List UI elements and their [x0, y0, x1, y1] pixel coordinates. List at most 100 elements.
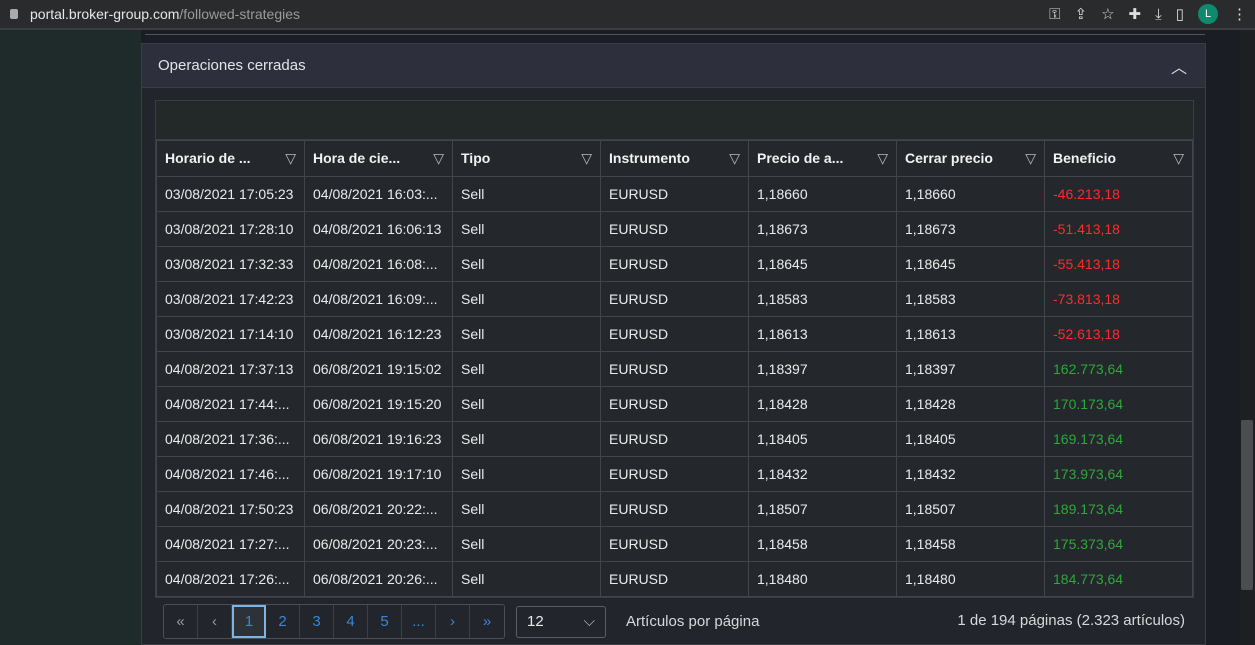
table-cell: EURUSD	[600, 246, 749, 282]
table-cell: 06/08/2021 19:15:20	[304, 386, 453, 422]
table-cell: EURUSD	[600, 561, 749, 597]
table-row[interactable]: 04/08/2021 17:46:... 06/08/2021 19:17:10 S…	[156, 456, 1193, 492]
table-cell: 03/08/2021 17:14:10	[156, 316, 305, 352]
url-text[interactable]: portal.broker-group.com/followed-strateg…	[30, 6, 301, 22]
address-bar[interactable]: portal.broker-group.com/followed-strateg…	[0, 0, 1255, 30]
table-cell: 04/08/2021 16:03:...	[304, 176, 453, 212]
filter-icon[interactable]: ▽	[581, 150, 592, 166]
table-cell: 1,18673	[748, 211, 897, 247]
avatar[interactable]: L	[1198, 4, 1218, 24]
table-cell: 1,18480	[896, 561, 1045, 597]
table-cell: Sell	[452, 526, 601, 562]
next-page-button[interactable]: ›	[436, 605, 470, 638]
table-cell: -52.613,18	[1044, 316, 1193, 352]
table-cell: 189.173,64	[1044, 491, 1193, 527]
extensions-icon[interactable]: ✚	[1128, 6, 1142, 23]
table-cell: Sell	[452, 281, 601, 317]
page-size-label: Artículos por página	[626, 613, 760, 630]
filter-icon[interactable]: ▽	[1173, 150, 1184, 166]
column-header-label: Horario de ...	[165, 150, 251, 166]
table-row[interactable]: 04/08/2021 17:26:... 06/08/2021 20:26:...…	[156, 561, 1193, 597]
table-cell: 1,18428	[748, 386, 897, 422]
table-cell: 1,18645	[896, 246, 1045, 282]
filter-icon[interactable]: ▽	[877, 150, 888, 166]
table-cell: Sell	[452, 316, 601, 352]
first-page-button[interactable]: «	[164, 605, 198, 638]
menu-icon[interactable]: ⋮	[1232, 6, 1247, 23]
page-size-select[interactable]: 12 ⌵	[516, 605, 606, 638]
column-header-label: Beneficio	[1053, 150, 1117, 166]
table-row[interactable]: 03/08/2021 17:32:33 04/08/2021 16:08:... S…	[156, 246, 1193, 282]
panel-header[interactable]: Operaciones cerradas ︿	[142, 44, 1205, 88]
chevron-up-icon[interactable]: ︿	[1170, 59, 1187, 77]
table-cell: 04/08/2021 17:50:23	[156, 491, 305, 527]
column-header[interactable]: ▽ Instrumento	[600, 140, 749, 177]
lock-icon[interactable]	[10, 9, 18, 19]
table-cell: 03/08/2021 17:28:10	[156, 211, 305, 247]
column-header[interactable]: ▽ Precio de a...	[748, 140, 897, 177]
table-cell: 175.373,64	[1044, 526, 1193, 562]
table-cell: 173.973,64	[1044, 456, 1193, 492]
table-cell: 06/08/2021 19:17:10	[304, 456, 453, 492]
table-cell: Sell	[452, 491, 601, 527]
table-cell: 04/08/2021 17:36:...	[156, 421, 305, 457]
sidepanel-icon[interactable]: ▯	[1175, 6, 1184, 23]
table-row[interactable]: 03/08/2021 17:05:23 04/08/2021 16:03:... S…	[156, 176, 1193, 212]
table-cell: 1,18432	[896, 456, 1045, 492]
star-icon[interactable]: ☆	[1101, 6, 1115, 23]
table-cell: 170.173,64	[1044, 386, 1193, 422]
table-cell: EURUSD	[600, 456, 749, 492]
table-cell: 1,18583	[748, 281, 897, 317]
table-row[interactable]: 04/08/2021 17:37:13 06/08/2021 19:15:02 Se…	[156, 351, 1193, 387]
column-header-label: Hora de cie...	[313, 150, 401, 166]
table-row[interactable]: 03/08/2021 17:42:23 04/08/2021 16:09:... S…	[156, 281, 1193, 317]
prev-page-button[interactable]: ‹	[198, 605, 232, 638]
page-button[interactable]: 1	[232, 605, 266, 638]
filter-icon[interactable]: ▽	[729, 150, 740, 166]
grid-toolbar	[156, 101, 1193, 140]
table-cell: EURUSD	[600, 491, 749, 527]
table-row[interactable]: 03/08/2021 17:14:10 04/08/2021 16:12:23 Se…	[156, 316, 1193, 352]
page-button[interactable]: ...	[402, 605, 436, 638]
column-header[interactable]: ▽ Beneficio	[1044, 140, 1193, 177]
filter-icon[interactable]: ▽	[285, 150, 296, 166]
table-cell: 04/08/2021 17:37:13	[156, 351, 305, 387]
panel-title: Operaciones cerradas	[158, 57, 306, 74]
page-button[interactable]: 2	[266, 605, 300, 638]
last-page-button[interactable]: »	[482, 613, 492, 630]
table-cell: EURUSD	[600, 351, 749, 387]
table-cell: EURUSD	[600, 526, 749, 562]
column-header[interactable]: ▽ Cerrar precio	[896, 140, 1045, 177]
table-cell: Sell	[452, 561, 601, 597]
table-cell: 1,18645	[748, 246, 897, 282]
table-row[interactable]: 04/08/2021 17:27:... 06/08/2021 20:23:...…	[156, 526, 1193, 562]
download-icon[interactable]: ⤓	[1155, 5, 1162, 23]
column-header-label: Cerrar precio	[905, 150, 993, 166]
table-cell: 03/08/2021 17:05:23	[156, 176, 305, 212]
table-cell: EURUSD	[600, 421, 749, 457]
key-icon[interactable]: ⚿	[1049, 5, 1061, 23]
table-cell: 06/08/2021 20:26:...	[304, 561, 453, 597]
page-button[interactable]: 5	[368, 605, 402, 638]
table-cell: Sell	[452, 421, 601, 457]
column-header[interactable]: ▽ Tipo	[452, 140, 601, 177]
filter-icon[interactable]: ▽	[433, 150, 444, 166]
table-cell: 1,18660	[896, 176, 1045, 212]
table-cell: 1,18432	[748, 456, 897, 492]
share-icon[interactable]: ⇪	[1074, 6, 1088, 23]
table-cell: 03/08/2021 17:32:33	[156, 246, 305, 282]
table-cell: 1,18480	[748, 561, 897, 597]
table-cell: 1,18507	[896, 491, 1045, 527]
page-button[interactable]: 3	[300, 605, 334, 638]
scrollbar-thumb[interactable]	[1241, 420, 1253, 590]
filter-icon[interactable]: ▽	[1025, 150, 1036, 166]
column-header[interactable]: ▽ Hora de cie...	[304, 140, 453, 177]
table-row[interactable]: 04/08/2021 17:44:... 06/08/2021 19:15:20 S…	[156, 386, 1193, 422]
table-row[interactable]: 03/08/2021 17:28:10 04/08/2021 16:06:13 Se…	[156, 211, 1193, 247]
column-header[interactable]: ▽ Horario de ...	[156, 140, 305, 177]
table-row[interactable]: 04/08/2021 17:50:23 06/08/2021 20:22:... S…	[156, 491, 1193, 527]
page-button[interactable]: 4	[334, 605, 368, 638]
table-cell: 184.773,64	[1044, 561, 1193, 597]
table-row[interactable]: 04/08/2021 17:36:... 06/08/2021 19:16:23 S…	[156, 421, 1193, 457]
table-cell: 04/08/2021 16:12:23	[304, 316, 453, 352]
